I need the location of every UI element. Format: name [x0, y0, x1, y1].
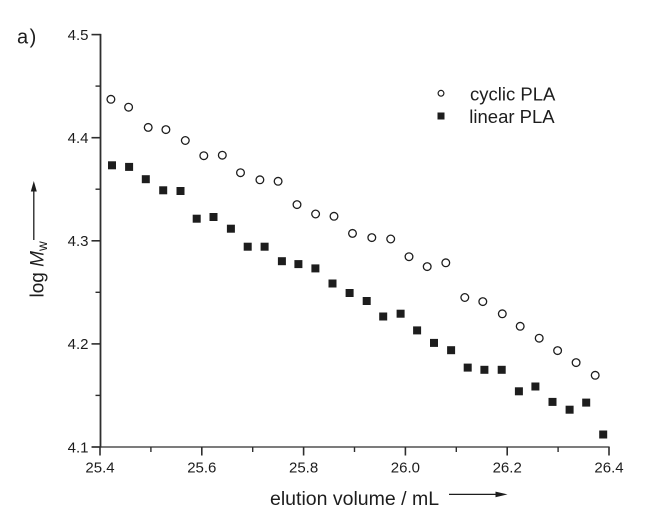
- svg-text:25.8: 25.8: [289, 459, 318, 476]
- svg-text:a): a): [17, 27, 38, 49]
- svg-text:4.4: 4.4: [68, 130, 89, 147]
- svg-text:elution volume / mL: elution volume / mL: [270, 488, 439, 510]
- svg-text:cyclic PLA: cyclic PLA: [470, 84, 556, 105]
- svg-text:linear PLA: linear PLA: [469, 106, 555, 127]
- svg-text:25.6: 25.6: [187, 459, 216, 476]
- svg-text:4.5: 4.5: [68, 27, 89, 44]
- svg-text:4.2: 4.2: [68, 336, 89, 353]
- svg-text:25.4: 25.4: [85, 459, 114, 476]
- svg-text:26.2: 26.2: [493, 459, 522, 476]
- svg-text:4.1: 4.1: [68, 439, 89, 456]
- svg-text:26.0: 26.0: [391, 459, 420, 476]
- svg-text:log Mw: log Mw: [28, 241, 51, 297]
- svg-text:26.4: 26.4: [594, 459, 623, 476]
- svg-text:4.3: 4.3: [68, 233, 89, 250]
